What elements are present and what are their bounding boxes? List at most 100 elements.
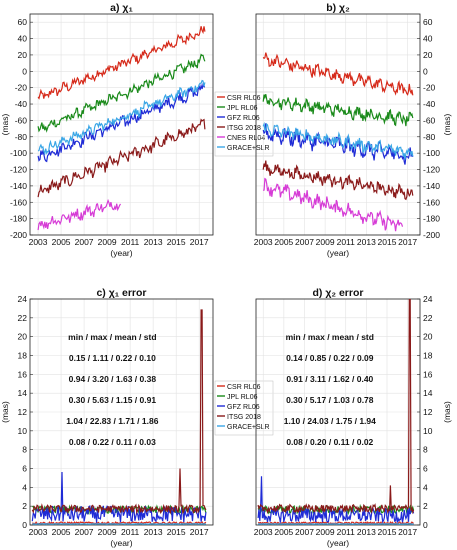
y-tick-label: 40 [423,34,433,44]
y-tick-label: 60 [423,17,433,27]
y-tick-label: -180 [423,214,440,224]
y-tick-label: 4 [22,482,27,492]
y-tick-label: -40 [15,99,28,109]
x-tick-label: 2013 [357,237,376,247]
y-tick-label: -80 [423,132,436,142]
y-tick-label: 8 [22,445,27,455]
y-tick-label: 2 [22,501,27,511]
series-line-csr-rl06 [37,26,206,100]
series-line-grace-slr [262,121,414,160]
stats-row: 0.08 / 0.20 / 0.11 / 0.02 [286,437,373,447]
stats-row: 0.91 / 3.11 / 1.62 / 0.40 [286,374,373,384]
y-axis-label: (mas) [442,113,452,135]
legend-label: CSR RL06 [227,95,261,102]
y-tick-label: -40 [423,99,436,109]
x-tick-label: 2007 [295,237,314,247]
stats-row: 1.10 / 24.03 / 1.75 / 1.94 [284,416,376,426]
y-tick-label: 8 [423,445,428,455]
y-tick-label: -20 [423,83,436,93]
y-tick-label: 6 [423,464,428,474]
stats-row: 1.04 / 22.83 / 1.71 / 1.86 [66,416,158,426]
y-tick-label: 24 [423,294,433,304]
y-tick-label: 0 [22,66,27,76]
y-tick-label: -200 [10,230,27,240]
chart-title: b) χ₂ [326,2,350,14]
stats-row: 0.15 / 1.11 / 0.22 / 0.10 [69,353,156,363]
x-tick-label: 2011 [121,527,140,537]
legend-label: GRACE+SLR [227,145,270,152]
stats-row: 0.30 / 5.63 / 1.15 / 0.91 [69,395,157,405]
legend-label: CSR RL06 [227,384,261,391]
x-tick-label: 2007 [75,237,94,247]
y-tick-label: 0 [22,520,27,530]
series-line-grace-slr [32,523,207,525]
y-axis-label: (mas) [0,113,10,135]
x-tick-label: 2011 [337,237,356,247]
legend-label: ITSG 2018 [227,125,261,132]
y-tick-label: -60 [15,115,28,125]
x-tick-label: 2011 [337,527,356,537]
y-tick-label: 14 [18,388,28,398]
y-tick-label: 4 [423,482,428,492]
y-axis-label: (mas) [442,401,452,423]
x-tick-label: 2017 [190,237,209,247]
series-line-itsg-2018 [37,118,206,198]
x-tick-label: 2005 [274,237,293,247]
x-axis-label: (year) [110,538,132,548]
y-tick-label: 6 [22,464,27,474]
x-tick-label: 2009 [98,237,117,247]
x-tick-label: 2015 [167,237,186,247]
legend-label: JPL RL06 [227,105,258,112]
series-line-cnes-rl04 [37,198,122,231]
x-tick-label: 2003 [254,527,273,537]
y-tick-label: -60 [423,115,436,125]
y-tick-label: 12 [18,407,28,417]
x-tick-label: 2013 [144,527,163,537]
y-tick-label: 16 [423,369,433,379]
series-line-csr-rl06 [257,520,414,525]
x-tick-label: 2003 [254,237,273,247]
y-tick-label: 14 [423,388,433,398]
x-axis-label: (year) [327,248,349,258]
series-line-itsg-2018 [262,160,414,201]
legend-label: CNES RL04 [227,135,265,142]
chart-title: a) χ₁ [110,2,133,14]
x-tick-label: 2011 [121,237,140,247]
panel-1: a) χ₁-200-180-160-140-120-100-80-60-40-2… [0,2,274,258]
y-tick-label: 22 [18,313,28,323]
series-group [37,26,206,231]
stats-row: 0.14 / 0.85 / 0.22 / 0.09 [286,353,374,363]
series-line-gfz-rl06 [257,476,415,524]
y-tick-label: 12 [423,407,433,417]
y-tick-label: 22 [423,313,433,323]
x-tick-label: 2005 [274,527,293,537]
y-tick-label: 0 [423,520,428,530]
x-tick-label: 2017 [190,527,209,537]
x-tick-label: 2007 [75,527,94,537]
series-line-jpl-rl06 [262,94,414,127]
y-axis-label: (mas) [0,401,10,423]
series-line-gfz-rl06 [262,123,414,165]
series-line-csr-rl06 [262,52,414,96]
stats-row: 0.08 / 0.22 / 0.11 / 0.03 [69,437,156,447]
y-tick-label: 18 [423,351,433,361]
plot-frame [255,13,421,236]
x-axis-label: (year) [327,538,349,548]
legend-label: GFZ RL06 [227,115,260,122]
y-tick-label: 0 [423,66,428,76]
plot-frame [29,13,214,236]
series-group [262,52,414,232]
series-line-jpl-rl06 [37,53,206,133]
y-tick-label: 10 [18,426,28,436]
series-line-itsg-2018 [31,309,207,515]
x-tick-label: 2007 [295,527,314,537]
x-tick-label: 2015 [378,237,397,247]
series-line-itsg-2018 [257,299,415,515]
y-tick-label: -120 [423,165,440,175]
y-tick-label: 40 [18,34,28,44]
x-tick-label: 2005 [52,527,71,537]
x-tick-label: 2003 [29,237,48,247]
chart-title: d) χ₂ error [313,287,364,299]
